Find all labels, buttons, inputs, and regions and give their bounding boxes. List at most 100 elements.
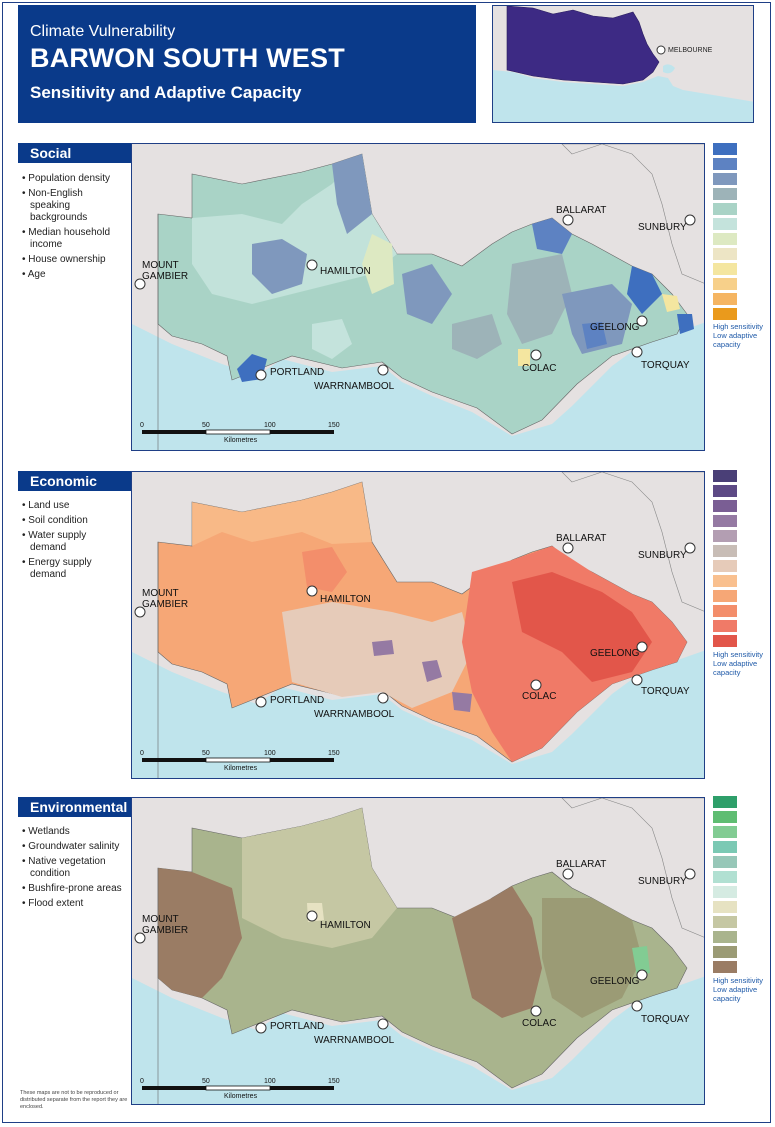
- indicator-item: • Population density: [22, 173, 111, 184]
- svg-text:50: 50: [202, 422, 210, 429]
- legend-swatch: [713, 515, 737, 527]
- legend-swatch: [713, 605, 737, 617]
- svg-text:100: 100: [264, 1078, 276, 1085]
- mount-gambier-label-2: GAMBIER: [142, 925, 188, 936]
- legend-swatch: [713, 826, 737, 838]
- legend-swatch: [713, 233, 737, 245]
- scale-bar: 0 50 100 150 Kilometres: [140, 422, 340, 444]
- legend-swatch: [713, 248, 737, 260]
- legend-swatch: [713, 635, 737, 647]
- torquay-label: TORQUAY: [641, 360, 690, 371]
- legend-swatch: [713, 470, 737, 482]
- svg-text:Kilometres: Kilometres: [224, 1093, 258, 1100]
- indicator-item: • Non-English speaking backgrounds: [22, 188, 88, 223]
- ballarat-label: BALLARAT: [556, 859, 606, 870]
- page-title: BARWON SOUTH WEST: [30, 43, 345, 73]
- legend-swatch: [713, 263, 737, 275]
- portland-marker: [255, 696, 267, 708]
- legend-swatch: [713, 278, 737, 290]
- economic-map: BALLARAT SUNBURY MOUNT GAMBIER HAMILTON …: [131, 471, 705, 779]
- legend-swatch: [713, 841, 737, 853]
- sunbury-marker: [684, 868, 696, 880]
- torquay-marker: [631, 1000, 643, 1012]
- sunbury-marker: [684, 542, 696, 554]
- svg-text:50: 50: [202, 1078, 210, 1085]
- legend-swatch: [713, 143, 737, 155]
- footnote: These maps are not to be reproduced or d…: [20, 1090, 128, 1110]
- environmental-map: BALLARAT SUNBURY MOUNT GAMBIER HAMILTON …: [131, 797, 705, 1105]
- mount-gambier-marker: [134, 278, 146, 290]
- colac-label: COLAC: [522, 1018, 556, 1029]
- legend-swatch: [713, 545, 737, 557]
- mount-gambier-label-2: GAMBIER: [142, 271, 188, 282]
- section-tab-social: Social: [18, 143, 131, 163]
- economic-indicator-list: • Land use • Soil condition • Water supp…: [22, 500, 122, 584]
- svg-text:Kilometres: Kilometres: [224, 765, 258, 772]
- svg-text:150: 150: [328, 1078, 340, 1085]
- legend-swatch: [713, 886, 737, 898]
- legend-swatch: [713, 293, 737, 305]
- indicator-item: • Native vegetation condition: [22, 856, 106, 879]
- section-tab-environmental: Environmental: [18, 797, 131, 817]
- locator-map: MELBOURNE: [492, 5, 754, 123]
- legend-swatch: [713, 203, 737, 215]
- mount-gambier-label-1: MOUNT: [142, 588, 179, 599]
- torquay-label: TORQUAY: [641, 686, 690, 697]
- svg-text:50: 50: [202, 750, 210, 757]
- city-markers: BALLARAT SUNBURY MOUNT GAMBIER HAMILTON …: [134, 859, 696, 1046]
- colac-label: COLAC: [522, 691, 556, 702]
- hamilton-marker: [306, 585, 318, 597]
- legend-swatch: [713, 188, 737, 200]
- legend-swatch: [713, 590, 737, 602]
- social-map: BALLARAT SUNBURY MOUNT GAMBIER HAMILTON …: [131, 143, 705, 451]
- sunbury-label: SUNBURY: [638, 550, 687, 561]
- legend-swatch: [713, 620, 737, 632]
- indicator-item: • Groundwater salinity: [22, 841, 120, 852]
- ballarat-marker: [562, 542, 574, 554]
- social-legend: [713, 143, 739, 323]
- indicator-item: • Bushfire-prone areas: [22, 883, 122, 894]
- svg-text:150: 150: [328, 422, 340, 429]
- legend-swatch: [713, 173, 737, 185]
- portland-label: PORTLAND: [270, 695, 324, 706]
- mount-gambier-label-1: MOUNT: [142, 260, 179, 271]
- legend-swatch: [713, 931, 737, 943]
- portland-marker: [255, 1022, 267, 1034]
- sunbury-label: SUNBURY: [638, 876, 687, 887]
- legend-swatch: [713, 158, 737, 170]
- melbourne-label: MELBOURNE: [668, 47, 713, 54]
- legend-swatch: [713, 916, 737, 928]
- legend-swatch: [713, 856, 737, 868]
- hamilton-label: HAMILTON: [320, 594, 371, 605]
- torquay-marker: [631, 674, 643, 686]
- indicator-item: • Energy supply demand: [22, 557, 92, 580]
- mount-gambier-marker: [134, 606, 146, 618]
- geelong-label: GEELONG: [590, 976, 640, 987]
- scale-bar: 0 50 100 150 Kilometres: [140, 750, 340, 772]
- svg-text:100: 100: [264, 422, 276, 429]
- ballarat-label: BALLARAT: [556, 205, 606, 216]
- mount-gambier-label-1: MOUNT: [142, 914, 179, 925]
- svg-text:0: 0: [140, 422, 144, 429]
- supertitle: Climate Vulnerability: [30, 23, 176, 40]
- region-highlight: [506, 6, 660, 85]
- warrnambool-label: WARRNAMBOOL: [314, 709, 395, 720]
- legend-swatch: [713, 560, 737, 572]
- indicator-item: • Median household income: [22, 227, 111, 250]
- indicator-item: • Age: [22, 269, 46, 280]
- torquay-label: TORQUAY: [641, 1014, 690, 1025]
- legend-swatch: [713, 500, 737, 512]
- page-subtitle: Sensitivity and Adaptive Capacity: [30, 83, 302, 102]
- economic-legend: [713, 470, 739, 650]
- portland-label: PORTLAND: [270, 367, 324, 378]
- geelong-marker: [636, 315, 648, 327]
- hamilton-label: HAMILTON: [320, 266, 371, 277]
- legend-swatch: [713, 218, 737, 230]
- economic-legend-label: High sensitivity Low adaptive capacity: [713, 650, 764, 677]
- hamilton-marker: [306, 910, 318, 922]
- melbourne-marker: [656, 45, 666, 55]
- title-block: Climate Vulnerability BARWON SOUTH WEST …: [18, 5, 476, 123]
- svg-text:100: 100: [264, 750, 276, 757]
- geelong-label: GEELONG: [590, 648, 640, 659]
